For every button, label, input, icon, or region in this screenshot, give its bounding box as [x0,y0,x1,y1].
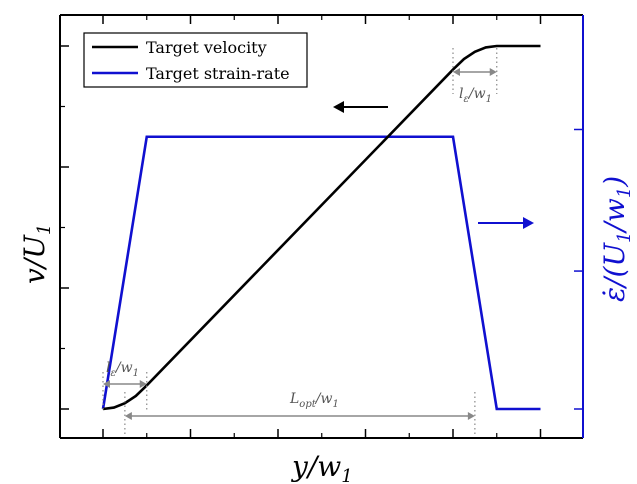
axis-ticks [60,15,583,438]
y-axis-right-title: ε̇/(U1/w1) [598,176,635,302]
arrow-l-eps-top [453,68,497,76]
legend-label-velocity: Target velocity [146,38,267,57]
legend-label-strain-rate: Target strain-rate [146,64,290,83]
annotations [102,48,498,436]
series-line-velocity [102,44,541,411]
annotation-l-opt: Lopt/w1 [289,391,339,410]
annotation-l-eps-top: lε/w1 [459,86,492,105]
arrow-to-left-axis [333,101,388,113]
arrow-l-eps-bottom [103,380,147,388]
legend: Target velocity Target strain-rate [83,32,308,88]
legend-box [83,32,308,88]
arrow-l-opt [124,412,475,420]
y-axis-left-title: v/U1 [18,224,55,284]
arrow-to-right-axis [478,217,534,229]
series-line-strain-rate [101,135,541,411]
x-axis-title: y/w1 [290,450,353,484]
annotation-l-eps-bottom: lε/w1 [106,360,139,379]
